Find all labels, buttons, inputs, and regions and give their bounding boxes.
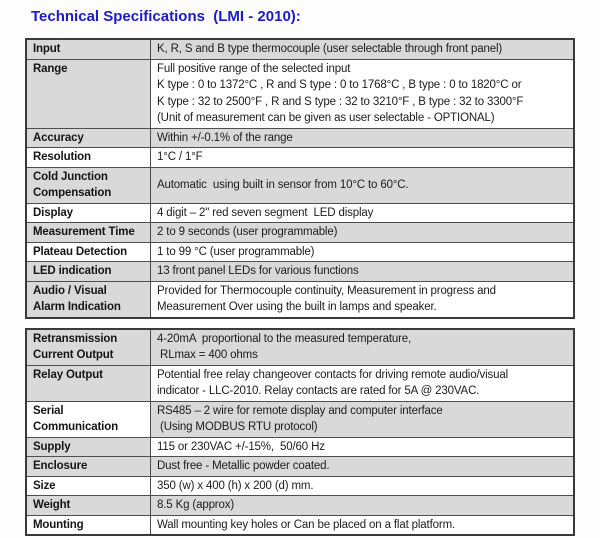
table-row: Plateau Detection 1 to 99 °C (user progr… bbox=[25, 241, 575, 262]
table-row: Audio / Visual Alarm Indication Provided… bbox=[25, 280, 575, 318]
table-row: Relay Output Potential free relay change… bbox=[25, 364, 575, 402]
document-page: Technical Specifications (LMI - 2010): I… bbox=[0, 8, 600, 538]
spec-value: 1 to 99 °C (user programmable) bbox=[150, 241, 575, 262]
table-row: Supply 115 or 230VAC +/-15%, 50/60 Hz bbox=[25, 436, 575, 457]
spec-value: 4 digit – 2" red seven segment LED displ… bbox=[150, 202, 575, 223]
spec-label: Retransmission Current Output bbox=[25, 328, 151, 366]
spec-value: Wall mounting key holes or Can be placed… bbox=[150, 514, 575, 536]
spec-value: 1°C / 1°F bbox=[150, 147, 575, 168]
table-row: Resolution 1°C / 1°F bbox=[25, 147, 575, 168]
spec-label: Size bbox=[25, 475, 151, 496]
spec-value: RS485 – 2 wire for remote display and co… bbox=[150, 400, 575, 438]
specs-table-general: Input K, R, S and B type thermocouple (u… bbox=[25, 38, 575, 319]
spec-value: 8.5 Kg (approx) bbox=[150, 495, 575, 516]
table-row: Enclosure Dust free - Metallic powder co… bbox=[25, 456, 575, 477]
spec-label: Audio / Visual Alarm Indication bbox=[25, 280, 151, 318]
spec-label: Plateau Detection bbox=[25, 241, 151, 262]
table-row: Cold Junction Compensation Automatic usi… bbox=[25, 166, 575, 204]
table-row: Input K, R, S and B type thermocouple (u… bbox=[25, 38, 575, 60]
table-row: Size 350 (w) x 400 (h) x 200 (d) mm. bbox=[25, 475, 575, 496]
spec-label: Supply bbox=[25, 436, 151, 457]
spec-label: Range bbox=[25, 58, 151, 129]
spec-value: 350 (w) x 400 (h) x 200 (d) mm. bbox=[150, 475, 575, 496]
specs-table-output: Retransmission Current Output 4-20mA pro… bbox=[25, 327, 575, 536]
table-row: Mounting Wall mounting key holes or Can … bbox=[25, 514, 575, 536]
spec-value: Provided for Thermocouple continuity, Me… bbox=[150, 280, 575, 318]
table-row: LED indication 13 front panel LEDs for v… bbox=[25, 261, 575, 282]
spec-value: 13 front panel LEDs for various function… bbox=[150, 261, 575, 282]
spec-value: Potential free relay changeover contacts… bbox=[150, 364, 575, 402]
spec-label: Relay Output bbox=[25, 364, 151, 402]
spec-label: Resolution bbox=[25, 147, 151, 168]
spec-value: 2 to 9 seconds (user programmable) bbox=[150, 222, 575, 243]
spec-value: K, R, S and B type thermocouple (user se… bbox=[150, 38, 575, 60]
spec-label: Display bbox=[25, 202, 151, 223]
spec-label: Weight bbox=[25, 495, 151, 516]
spec-value: Full positive range of the selected inpu… bbox=[150, 58, 575, 129]
spec-label: Cold Junction Compensation bbox=[25, 166, 151, 204]
table-row: Accuracy Within +/-0.1% of the range bbox=[25, 127, 575, 148]
spec-value: Within +/-0.1% of the range bbox=[150, 127, 575, 148]
spec-label: Enclosure bbox=[25, 456, 151, 477]
spec-label: Measurement Time bbox=[25, 222, 151, 243]
spec-value: Dust free - Metallic powder coated. bbox=[150, 456, 575, 477]
spec-label: Input bbox=[25, 38, 151, 60]
table-row: Display 4 digit – 2" red seven segment L… bbox=[25, 202, 575, 223]
spec-label: LED indication bbox=[25, 261, 151, 282]
table-row: Weight 8.5 Kg (approx) bbox=[25, 495, 575, 516]
spec-label: Mounting bbox=[25, 514, 151, 536]
table-row: Measurement Time 2 to 9 seconds (user pr… bbox=[25, 222, 575, 243]
spec-label: Accuracy bbox=[25, 127, 151, 148]
table-row: Serial Communication RS485 – 2 wire for … bbox=[25, 400, 575, 438]
spec-value: 4-20mA proportional to the measured temp… bbox=[150, 328, 575, 366]
spec-label: Serial Communication bbox=[25, 400, 151, 438]
page-title: Technical Specifications (LMI - 2010): bbox=[31, 8, 301, 25]
spec-value: 115 or 230VAC +/-15%, 50/60 Hz bbox=[150, 436, 575, 457]
table-row: Range Full positive range of the selecte… bbox=[25, 58, 575, 129]
table-row: Retransmission Current Output 4-20mA pro… bbox=[25, 328, 575, 366]
spec-value: Automatic using built in sensor from 10°… bbox=[150, 166, 575, 204]
